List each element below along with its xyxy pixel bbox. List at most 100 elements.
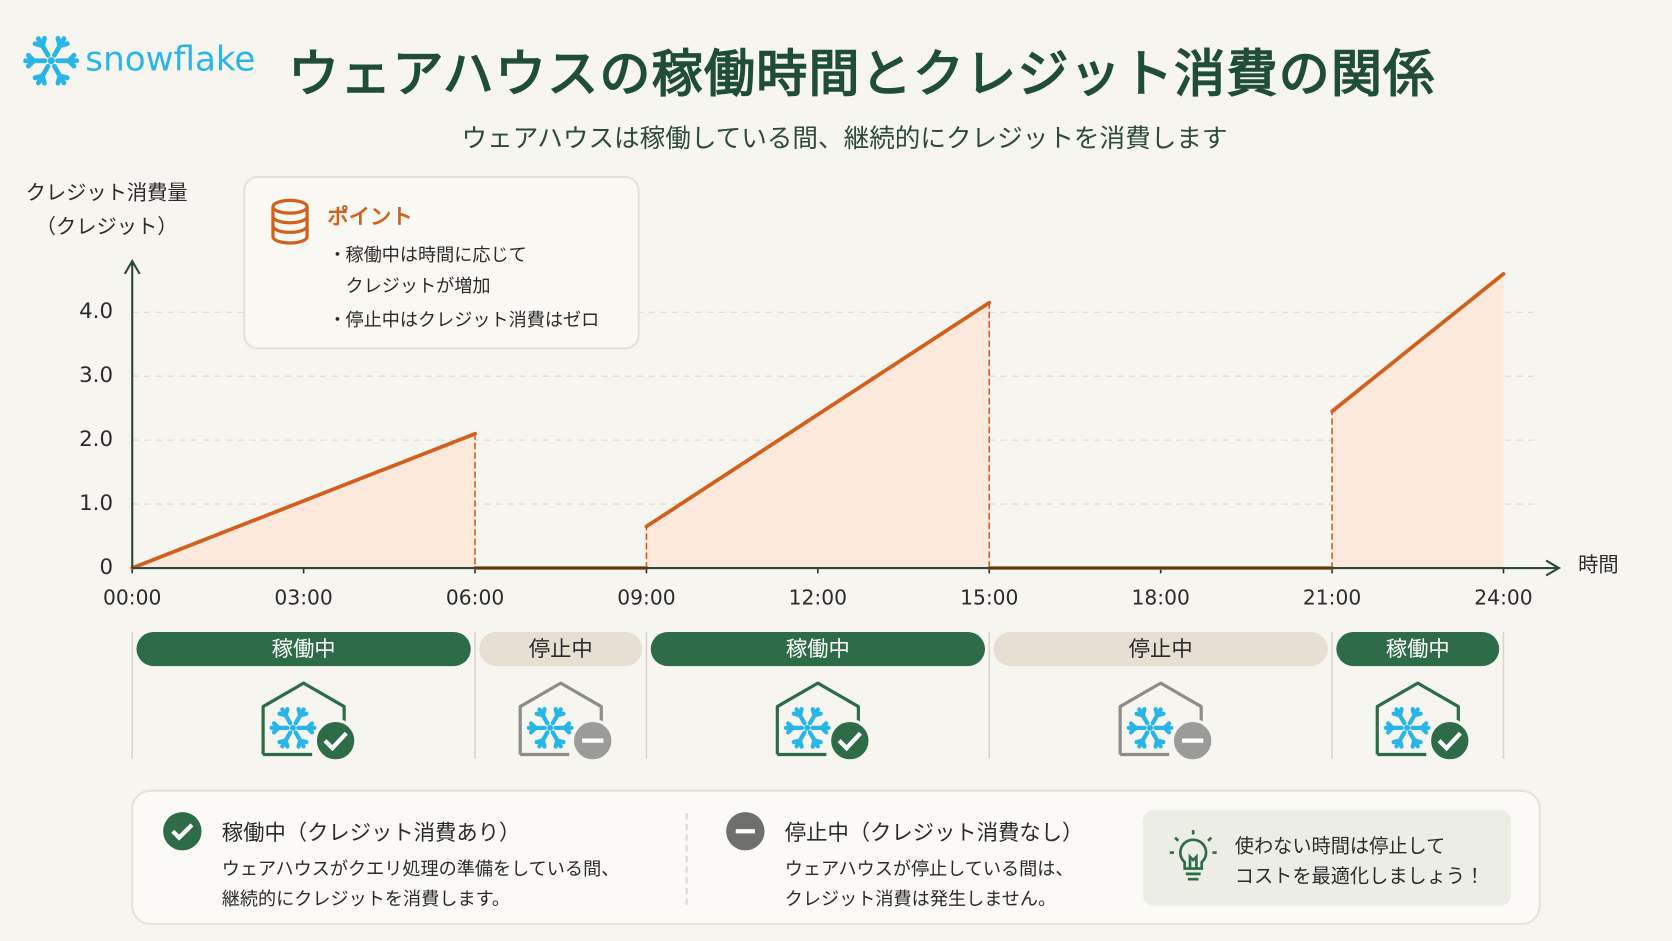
flake-branch: [810, 738, 817, 749]
database-icon: [271, 198, 309, 245]
status-pill: [993, 631, 1328, 667]
y-tick-label: 2.0: [79, 427, 113, 452]
status-badge: [827, 718, 872, 763]
flake-branch: [66, 58, 77, 69]
flake-branch: [1162, 725, 1172, 735]
flake-branch: [1153, 738, 1160, 749]
flake-branch: [1385, 721, 1395, 731]
flake-branch: [786, 721, 795, 731]
x-tick-label: 21:00: [1303, 585, 1361, 609]
flake-core: [1147, 724, 1153, 731]
status-label: 稼働中: [1386, 637, 1450, 662]
y-axis-label: （クレジット）: [36, 215, 178, 239]
x-axis-arrow: [1545, 559, 1562, 577]
flake-branch: [277, 738, 288, 745]
flake-core: [547, 724, 554, 731]
flake-branch: [555, 711, 566, 718]
area: [1332, 273, 1504, 569]
flake-branch: [562, 725, 572, 735]
bullet-dot: ・: [328, 310, 347, 332]
status-pill: [479, 631, 643, 667]
y-axis-label: クレジット消費量: [26, 180, 188, 204]
point-text: 稼働中は時間に応じて: [345, 245, 527, 267]
badge-check: [1437, 731, 1462, 752]
house: [775, 681, 860, 755]
y-tick-label: 1.0: [79, 491, 113, 516]
point-text: 停止中はクレジット消費はゼロ: [345, 310, 600, 332]
x-tick-label: 06:00: [446, 585, 504, 609]
warehouse-icon: [1118, 681, 1215, 763]
status-label: 稼働中: [272, 637, 336, 662]
flake-branch: [32, 73, 45, 81]
flake-branch: [1391, 738, 1402, 745]
flake-branch: [1419, 725, 1429, 735]
house: [1118, 681, 1203, 755]
x-tick-label: 15:00: [960, 585, 1018, 609]
tip-text: 使わない時間は停止して: [1234, 835, 1446, 858]
logo-icon: [23, 35, 80, 86]
legend-title: 停止中（クレジット消費なし）: [784, 819, 1084, 846]
legend-text: ウェアハウスがクエリ処理の準備をしている間、: [221, 858, 620, 881]
y-tick-label: 0: [99, 555, 113, 580]
status-label: 停止中: [1129, 637, 1193, 662]
x-tick-label: 09:00: [617, 585, 675, 609]
flake-branch: [1410, 738, 1417, 749]
flake-branch: [791, 738, 803, 745]
subtitle: ウェアハウスは稼働している間、継続的にクレジットを消費します: [461, 123, 1228, 154]
running-icon: [163, 812, 202, 851]
flake-branch: [812, 711, 823, 718]
flake-branch: [1412, 711, 1423, 718]
flake-branch: [797, 707, 804, 718]
status-pill: [136, 631, 471, 667]
flake-branch: [305, 725, 315, 735]
house: [518, 681, 603, 755]
flake-branch: [283, 707, 290, 718]
flake-core: [289, 724, 296, 731]
flake-branch: [534, 738, 545, 745]
flake-branch: [40, 35, 47, 49]
house: [261, 681, 346, 755]
x-tick-label: 03:00: [274, 585, 332, 609]
bullet-dot: ・: [328, 245, 347, 267]
warehouse-icon: [1375, 681, 1472, 763]
status-label: 稼働中: [786, 637, 850, 662]
area: [646, 302, 990, 569]
flake-core: [804, 724, 811, 731]
line-segment: [130, 431, 477, 570]
title: ウェアハウスの稼働時間とクレジット消費の関係: [287, 44, 1436, 105]
point-title: ポイント: [327, 203, 413, 230]
logo: snowflake: [85, 38, 256, 79]
flake-core: [1404, 724, 1411, 731]
badge-check: [323, 731, 348, 752]
x-tick-label: 18:00: [1131, 585, 1189, 609]
badge-check: [837, 731, 863, 752]
flake-branch: [1397, 707, 1404, 718]
status-label: 停止中: [529, 637, 593, 662]
house: [1375, 681, 1460, 755]
tip-text: コストを最適化しましょう！: [1234, 865, 1485, 888]
flake-branch: [819, 725, 829, 735]
flake-branch: [528, 721, 538, 731]
warehouse-icon: [261, 681, 358, 763]
y-axis-arrow: [123, 258, 141, 275]
flake-branch: [25, 52, 37, 64]
flake-branch: [271, 721, 281, 731]
legend-text: クレジット消費は発生しません。: [784, 888, 1057, 911]
status-badge: [1427, 718, 1472, 763]
legend-title: 稼働中（クレジット消費あり）: [221, 819, 521, 846]
flake-branch: [57, 41, 70, 49]
line-segment: [644, 300, 992, 529]
warehouse-icon: [518, 681, 615, 763]
warehouse-icon: [775, 681, 872, 763]
stopped-icon: [726, 812, 765, 851]
flake-branch: [296, 738, 303, 749]
y-tick-label: 4.0: [79, 299, 113, 324]
flake-branch: [1140, 707, 1147, 718]
x-tick-label: 24:00: [1474, 585, 1532, 609]
flake-core: [47, 57, 55, 65]
legend-text: 継続的にクレジットを消費します。: [221, 888, 511, 911]
